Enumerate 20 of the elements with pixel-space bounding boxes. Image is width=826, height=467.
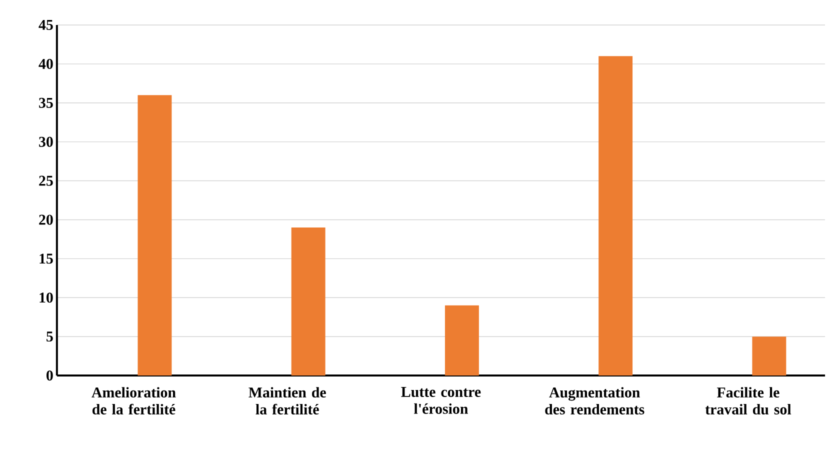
y-tick-label: 5 <box>46 331 53 342</box>
x-tick-label: Facilite le travail du sol <box>705 386 792 414</box>
y-tick-label: 10 <box>40 292 53 302</box>
bar <box>598 56 633 376</box>
y-tick-label: 35 <box>39 98 53 108</box>
bar <box>444 305 479 376</box>
bar <box>291 227 326 376</box>
x-tick-label: Augmentation des rendements <box>545 386 644 414</box>
y-tick-label: 0 <box>46 370 53 380</box>
x-tick-label: Maintien de la fertilité <box>248 386 326 414</box>
bar <box>752 336 786 376</box>
y-tick-label: 30 <box>39 136 53 147</box>
y-tick-label: 25 <box>39 176 53 186</box>
y-tick-label: 15 <box>40 253 53 264</box>
y-tick-label: 40 <box>38 58 53 69</box>
x-tick-label: Amelioration de la fertilité <box>92 386 176 414</box>
x-tick-label: Lutte contre l'érosion <box>401 386 481 414</box>
y-tick-label: 20 <box>39 214 53 225</box>
bar <box>138 94 172 376</box>
y-tick-label: 45 <box>38 20 53 30</box>
